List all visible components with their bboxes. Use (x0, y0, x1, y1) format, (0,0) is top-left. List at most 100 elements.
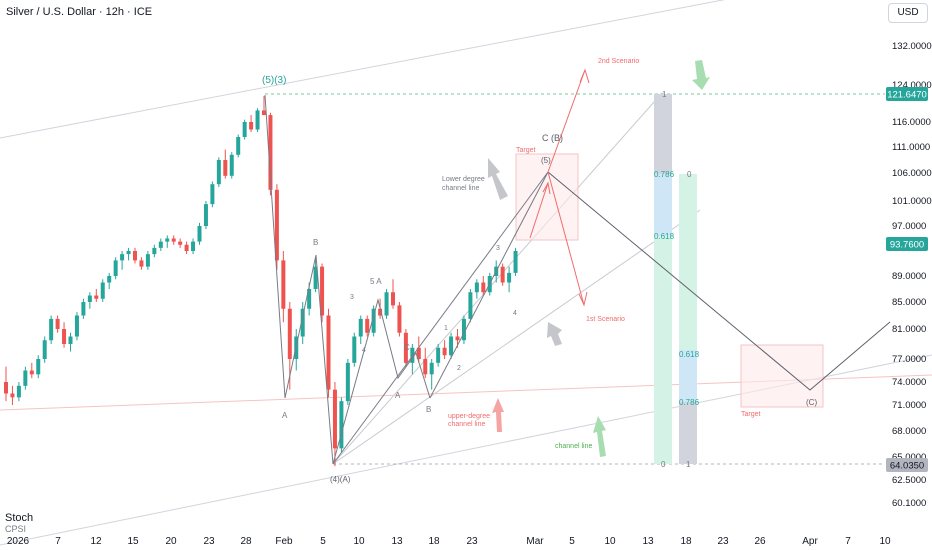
candle (158, 238, 163, 251)
candle (294, 329, 299, 371)
candle (242, 119, 247, 140)
lower-degree-label: Lower degree channel line (442, 176, 485, 192)
candle-body (358, 318, 363, 337)
price-labels: 121.6470 93.7600 64.0350 (886, 87, 928, 472)
candlesticks (4, 96, 518, 467)
y-tick-label: 77.0000 (892, 354, 926, 365)
wave-label-b2: B (426, 405, 431, 414)
time-axis[interactable]: 2026 7 12 15 20 23 28 Feb 5 10 13 18 23 Mar 5 10 13 18 23 2… (7, 536, 891, 547)
candle (229, 152, 234, 179)
currency-button[interactable]: USD (888, 3, 928, 23)
candle (262, 96, 266, 116)
candle-body (74, 315, 79, 337)
candle (274, 184, 279, 270)
candle-body (313, 266, 318, 289)
price-axis[interactable]: 132.0000 124.0000 116.0000 111.0000 106.0000… (892, 41, 932, 509)
x-tick-label: 13 (391, 536, 403, 547)
price-label-text: 93.7600 (890, 240, 924, 251)
y-tick-label: 101.0000 (892, 196, 932, 207)
y-tick-label: 97.0000 (892, 221, 926, 232)
candle-body (81, 302, 86, 316)
candle (500, 263, 505, 286)
candle (249, 115, 254, 132)
y-tick-label: 132.0000 (892, 41, 932, 52)
candle-body (36, 359, 41, 375)
wave-label-c-b: C (B) (542, 133, 563, 143)
candle-body (468, 292, 473, 319)
candle-body (62, 329, 67, 344)
price-label-bg (886, 237, 928, 251)
candle (326, 308, 331, 398)
arrow-up-grey-icon (547, 322, 562, 346)
candle (171, 235, 176, 245)
candle (23, 366, 28, 390)
target-zones (515, 153, 824, 408)
candle-body (371, 308, 376, 333)
candle-body (42, 340, 47, 359)
x-tick-label: 10 (879, 536, 891, 547)
candle (339, 397, 344, 453)
candle-body (500, 266, 505, 283)
fib2-level-618: 0.618 (679, 350, 700, 359)
price-label-bg (886, 87, 928, 101)
arrow-down-grey-icon (488, 158, 508, 200)
candle (332, 382, 337, 467)
candle (49, 315, 54, 344)
x-tick-label: 2026 (7, 536, 30, 547)
x-tick-label: Feb (275, 536, 293, 547)
x-tick-label: 5 (569, 536, 575, 547)
candle-body (307, 289, 312, 309)
y-tick-label: 116.0000 (892, 117, 931, 128)
candle-body (397, 305, 402, 333)
candle (507, 266, 512, 293)
direction-arrows (488, 60, 710, 457)
x-tick-label: 10 (353, 536, 365, 547)
y-tick-label: 62.5000 (892, 475, 926, 486)
upper-degree-label: upper-degree channel line (448, 413, 490, 428)
candle (481, 276, 486, 296)
candle (36, 355, 41, 379)
candle-body (455, 336, 460, 341)
candle (152, 244, 157, 258)
fib1-level-786: 0.786 (654, 170, 675, 179)
candle (165, 235, 170, 248)
wave-label-4a-big: (4)(A) (330, 475, 351, 484)
candle-body (262, 110, 266, 116)
candle-body (4, 382, 8, 394)
wave-label-3: 3 (496, 245, 500, 252)
arrow-up-green-icon (593, 416, 606, 457)
target-zone-lower (740, 344, 824, 408)
indicator-name[interactable]: Stoch (5, 512, 34, 524)
candle-body (461, 318, 466, 341)
scenario-1-label: 1st Scenario (586, 316, 625, 323)
candle-body (352, 336, 357, 363)
wave-label-a1: A (282, 411, 288, 420)
candle (74, 312, 79, 341)
candle-body (474, 282, 479, 293)
candle-body (49, 318, 54, 341)
candle-body (203, 204, 208, 226)
wave-label-b1: B (313, 238, 318, 247)
candle-body (29, 370, 34, 375)
candle-body (513, 251, 518, 273)
candle-body (242, 122, 247, 137)
candle-body (126, 251, 131, 255)
y-tick-label: 71.0000 (892, 400, 926, 411)
y-tick-label: 81.0000 (892, 324, 926, 335)
fib-retracement-left (654, 94, 672, 464)
x-tick-label: 18 (428, 536, 440, 547)
candle (42, 336, 47, 363)
candle-body (339, 401, 344, 449)
price-label-text: 64.0350 (890, 461, 924, 472)
fib2-level-1: 1 (686, 460, 691, 469)
candle (68, 332, 73, 352)
candle (4, 366, 8, 402)
wave-up-path (332, 171, 549, 465)
x-tick-label: 15 (127, 536, 139, 547)
wave-down-projection (547, 171, 891, 391)
candle (100, 279, 105, 302)
candle-body (268, 115, 273, 190)
candle (81, 298, 86, 319)
candle (449, 332, 454, 359)
